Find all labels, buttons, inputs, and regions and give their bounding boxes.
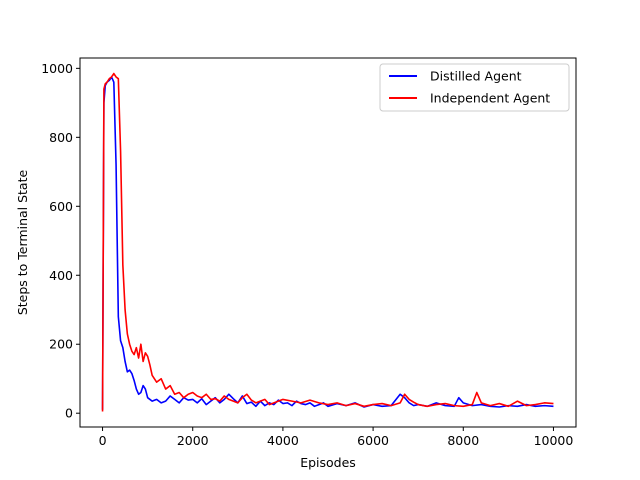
legend: Distilled Agent Independent Agent	[379, 63, 570, 112]
plot-series-group	[101, 72, 554, 412]
x-axis-label: Episodes	[300, 455, 356, 470]
y-tick-label: 600	[49, 199, 73, 214]
plot-frame	[79, 57, 577, 428]
y-tick-label: 1000	[41, 61, 73, 76]
legend-box	[379, 63, 570, 112]
y-axis: 0 200 400 600 800 1000	[41, 61, 80, 421]
x-axis: 0 2000 4000 6000 8000 10000	[99, 427, 574, 448]
y-tick-label: 400	[49, 268, 73, 283]
legend-label-distilled: Distilled Agent	[430, 69, 522, 84]
x-tick-label: 10000	[534, 433, 574, 448]
x-tick-label: 2000	[177, 433, 209, 448]
x-tick-label: 6000	[357, 433, 389, 448]
x-tick-label: 8000	[447, 433, 479, 448]
x-tick-label: 0	[99, 433, 107, 448]
y-tick-label: 200	[49, 337, 73, 352]
x-tick-label: 4000	[267, 433, 299, 448]
y-axis-label: Steps to Terminal State	[15, 170, 30, 316]
y-tick-label: 0	[65, 406, 73, 421]
series-line-independent-agent	[101, 72, 554, 412]
y-tick-label: 800	[49, 130, 73, 145]
legend-label-independent: Independent Agent	[430, 91, 550, 106]
